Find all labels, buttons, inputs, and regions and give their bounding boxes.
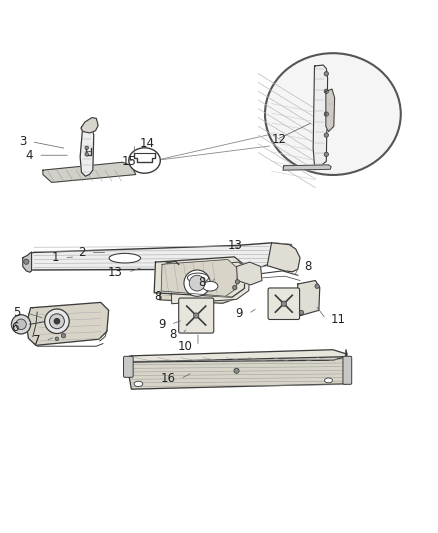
FancyBboxPatch shape [179,298,214,333]
Ellipse shape [129,148,160,173]
Polygon shape [81,118,98,133]
Text: 6: 6 [11,321,18,334]
Circle shape [235,280,240,284]
Circle shape [233,285,237,290]
Circle shape [324,71,328,76]
Circle shape [299,310,304,314]
Circle shape [324,89,328,93]
Polygon shape [326,89,335,132]
Text: 13: 13 [228,239,243,253]
Circle shape [189,275,205,291]
Circle shape [54,319,60,324]
Circle shape [184,270,210,296]
Ellipse shape [134,381,143,386]
Circle shape [281,301,286,306]
Text: 8: 8 [155,290,162,303]
Text: 12: 12 [272,133,286,146]
Text: 2: 2 [78,246,85,259]
Circle shape [85,152,88,156]
Circle shape [315,284,319,288]
FancyBboxPatch shape [124,356,133,377]
Text: 8: 8 [198,276,206,289]
Circle shape [61,334,66,338]
Polygon shape [237,262,262,285]
Text: 8: 8 [170,328,177,341]
Circle shape [24,259,29,264]
Circle shape [11,314,31,334]
Polygon shape [26,302,109,345]
Circle shape [324,152,328,157]
Circle shape [85,146,88,150]
Polygon shape [23,252,32,272]
Text: 8: 8 [304,260,312,273]
Ellipse shape [265,53,401,175]
Polygon shape [80,126,94,176]
Polygon shape [128,356,131,377]
Text: 15: 15 [122,155,137,168]
Circle shape [324,112,328,116]
Circle shape [55,337,59,341]
Text: 11: 11 [331,312,346,326]
Text: 5: 5 [13,306,20,319]
Text: 9: 9 [236,308,243,320]
Polygon shape [129,357,346,389]
Circle shape [16,319,26,329]
Circle shape [234,368,239,374]
Text: 10: 10 [178,340,193,353]
Circle shape [49,314,64,329]
Text: 1: 1 [52,251,59,264]
Ellipse shape [325,378,332,383]
Text: 4: 4 [25,149,33,161]
Polygon shape [26,243,293,272]
Polygon shape [283,165,331,170]
Polygon shape [160,268,239,303]
Text: 3: 3 [19,135,26,148]
Polygon shape [297,280,320,316]
Polygon shape [43,162,136,182]
Circle shape [194,313,199,318]
Ellipse shape [202,281,218,291]
Circle shape [324,133,328,138]
Text: 9: 9 [158,318,166,331]
Text: 16: 16 [160,372,175,385]
Text: 13: 13 [108,265,123,279]
Polygon shape [313,65,328,167]
Polygon shape [154,257,245,297]
Ellipse shape [187,273,208,282]
Text: 7: 7 [33,335,40,348]
Text: 14: 14 [140,138,155,150]
Polygon shape [171,262,250,304]
Circle shape [45,309,69,334]
Polygon shape [130,350,347,362]
FancyBboxPatch shape [343,356,352,384]
Polygon shape [161,260,237,296]
FancyBboxPatch shape [268,288,300,319]
Ellipse shape [109,253,141,263]
Polygon shape [267,243,300,272]
Polygon shape [344,350,347,384]
